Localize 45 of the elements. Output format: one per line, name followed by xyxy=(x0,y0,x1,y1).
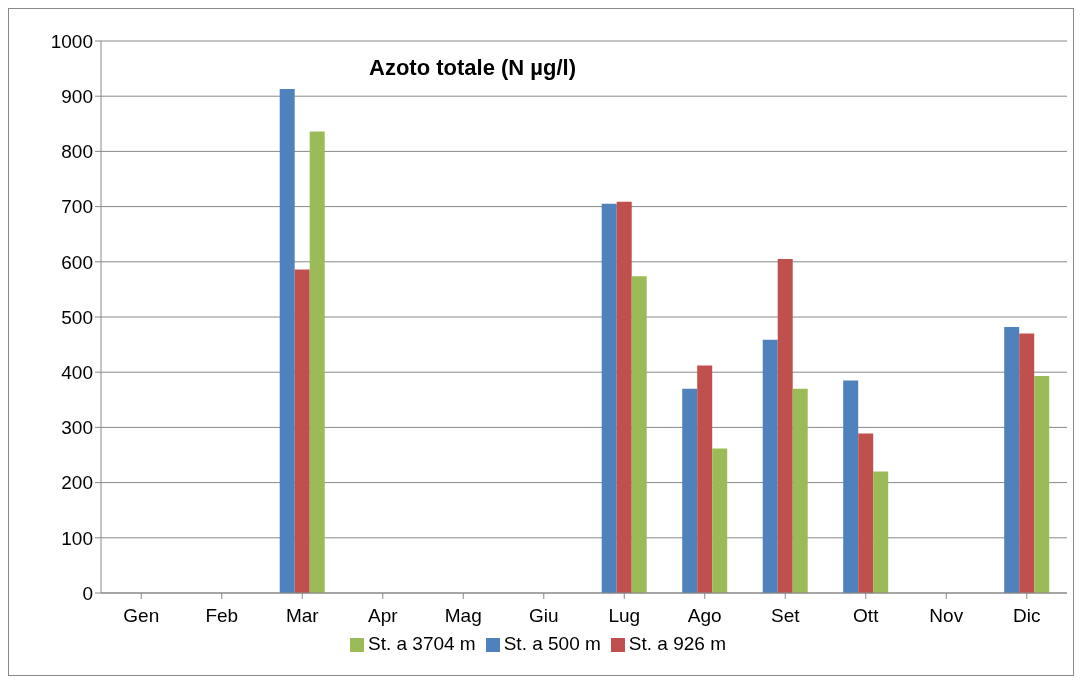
bar xyxy=(1034,376,1050,593)
y-tick-label: 600 xyxy=(61,251,93,273)
text: Azoto totale (N µg/l) xyxy=(369,55,576,81)
x-tick-label: Set xyxy=(770,605,801,627)
x-tick-label: Apr xyxy=(367,605,399,627)
x-tick-label: Feb xyxy=(205,605,239,627)
y-tick-label: 500 xyxy=(61,306,93,328)
y-tick-label: 100 xyxy=(61,527,93,549)
bar xyxy=(601,203,617,593)
bar xyxy=(1019,333,1035,593)
bar xyxy=(712,448,728,593)
y-tick-label: 200 xyxy=(61,472,93,494)
bar xyxy=(697,365,713,593)
bar xyxy=(762,339,778,593)
y-tick-label: 1000 xyxy=(50,30,93,52)
bar xyxy=(843,380,859,593)
legend-label: St. a 500 m xyxy=(503,633,601,654)
x-tick-label: Mag xyxy=(444,605,482,627)
bar xyxy=(279,89,295,593)
y-tick-label: 400 xyxy=(61,361,93,383)
bar xyxy=(309,131,325,593)
x-tick-label: Ott xyxy=(853,605,880,627)
x-tick-label: Ago xyxy=(687,605,722,627)
x-tick-label: Gen xyxy=(123,605,160,627)
bar xyxy=(873,471,889,593)
legend-label: St. a 3704 m xyxy=(367,633,476,654)
bar xyxy=(792,388,808,593)
x-tick-label: Giu xyxy=(528,605,559,627)
x-tick-label: Nov xyxy=(929,605,964,627)
bar xyxy=(631,276,647,593)
x-tick-label: Dic xyxy=(1013,605,1041,627)
legend-label: St. a 926 m xyxy=(628,633,727,654)
bar xyxy=(1004,326,1020,593)
bar xyxy=(858,433,874,593)
y-tick-label: 800 xyxy=(61,141,93,163)
x-tick-label: Mar xyxy=(285,605,320,627)
y-tick-label: 900 xyxy=(61,85,93,107)
bar xyxy=(777,259,793,593)
y-tick-label: 300 xyxy=(61,417,93,439)
bar xyxy=(294,269,310,593)
y-tick-label: 0 xyxy=(82,582,93,604)
x-tick-label: Lug xyxy=(608,605,641,627)
bar xyxy=(616,201,632,593)
bar xyxy=(682,388,698,593)
y-tick-label: 700 xyxy=(61,196,93,218)
